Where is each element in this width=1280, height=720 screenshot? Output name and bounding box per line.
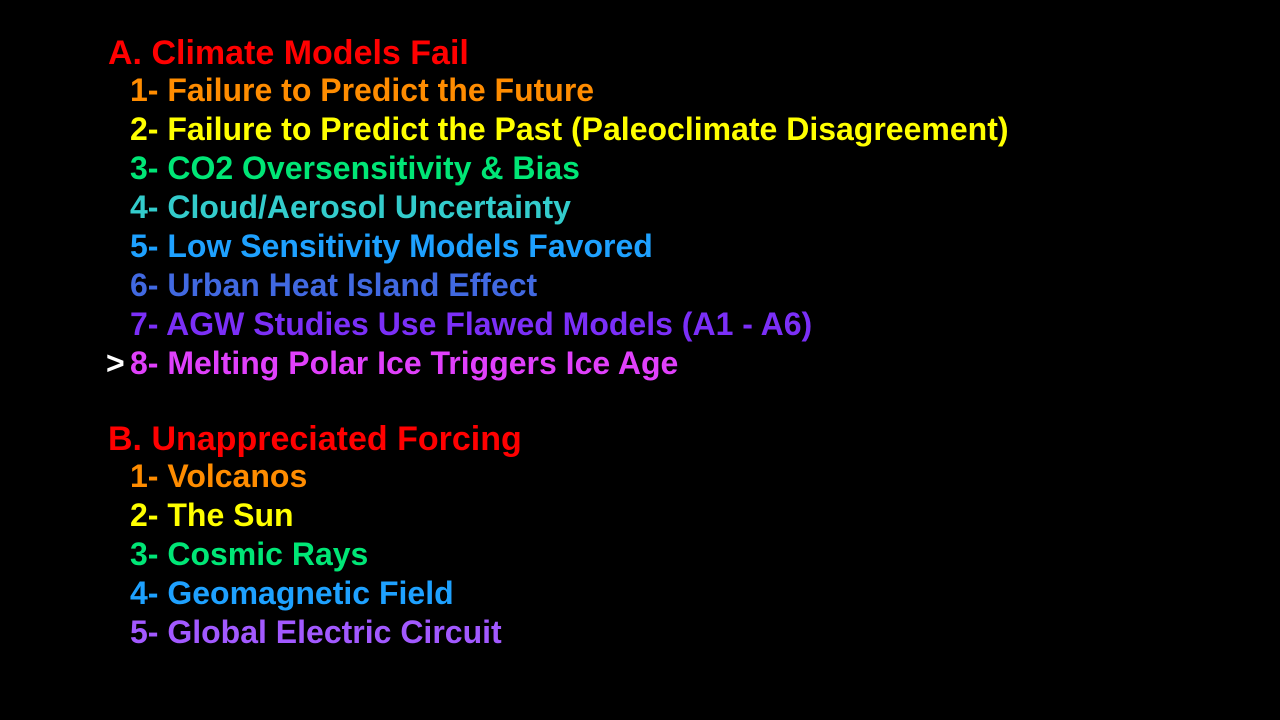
- section-A-item-1: 1- Failure to Predict the Future: [130, 72, 594, 109]
- section-A-heading: A. Climate Models Fail: [108, 34, 469, 73]
- slide-container: A. Climate Models Fail1- Failure to Pred…: [0, 0, 1280, 720]
- section-A-item-2: 2- Failure to Predict the Past (Paleocli…: [130, 111, 1009, 148]
- section-A-item-8: 8- Melting Polar Ice Triggers Ice Age: [130, 345, 678, 382]
- section-B-item-2: 2- The Sun: [130, 497, 294, 534]
- section-B-item-1: 1- Volcanos: [130, 458, 307, 495]
- section-A-item-7: 7- AGW Studies Use Flawed Models (A1 - A…: [130, 306, 812, 343]
- section-A-item-4: 4- Cloud/Aerosol Uncertainty: [130, 189, 571, 226]
- section-B-item-5: 5- Global Electric Circuit: [130, 614, 502, 651]
- section-B-heading: B. Unappreciated Forcing: [108, 420, 522, 459]
- section-A-item-6: 6- Urban Heat Island Effect: [130, 267, 537, 304]
- section-B-item-4: 4- Geomagnetic Field: [130, 575, 454, 612]
- section-A-item-3: 3- CO2 Oversensitivity & Bias: [130, 150, 580, 187]
- section-A-item-5: 5- Low Sensitivity Models Favored: [130, 228, 653, 265]
- section-B-item-3: 3- Cosmic Rays: [130, 536, 368, 573]
- pointer-icon: >: [106, 345, 125, 382]
